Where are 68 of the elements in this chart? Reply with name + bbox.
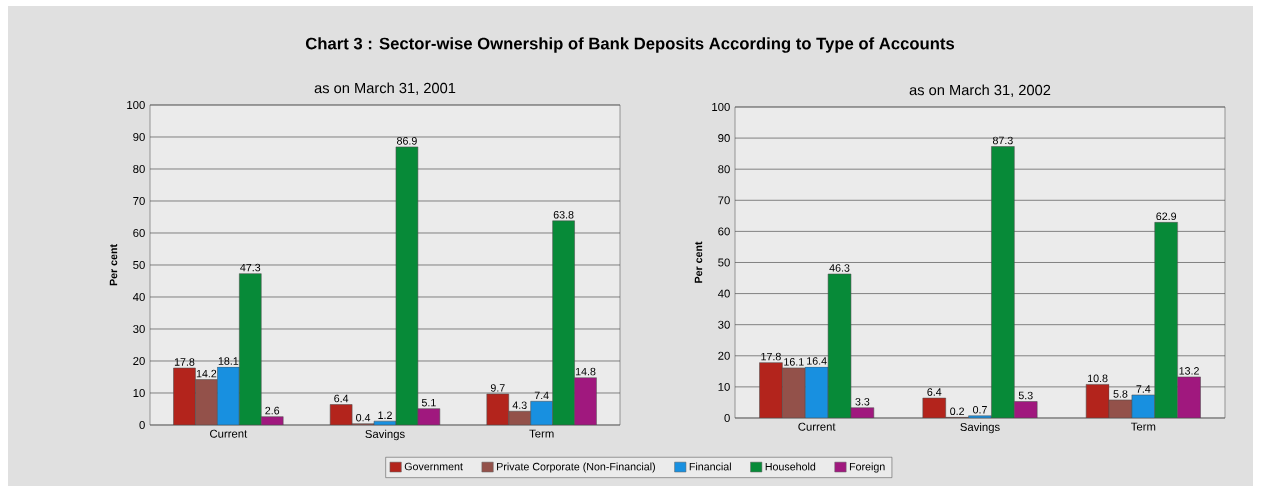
y-tick-label: 50: [718, 258, 730, 267]
data-label: 10.8: [1088, 374, 1108, 383]
x-tick-label: Current: [798, 422, 836, 431]
data-label: 5.3: [1018, 391, 1033, 400]
y-tick-label: 90: [133, 132, 145, 141]
data-label: 1.2: [378, 411, 392, 419]
data-label: 7.4: [534, 391, 549, 400]
y-tick-label: 60: [133, 228, 145, 237]
data-label: 9.7: [490, 384, 505, 392]
y-tick-label: 30: [133, 324, 145, 333]
x-tick-label: Savings: [365, 429, 405, 441]
data-label: 6.4: [927, 388, 942, 396]
legend-label: Household: [765, 462, 816, 471]
legend-label: Financial: [689, 462, 731, 471]
y-tick-label: 0: [724, 413, 730, 422]
data-label: 7.4: [1136, 385, 1151, 393]
data-label: 17.8: [174, 358, 195, 366]
data-label: 0.2: [950, 407, 965, 416]
data-label: 62.9: [1156, 212, 1177, 221]
data-label: 3.3: [855, 397, 870, 406]
y-tick-label: 70: [718, 196, 730, 205]
data-label: 47.3: [240, 263, 261, 272]
data-label: 16.1: [784, 358, 804, 366]
y-tick-label: 0: [139, 420, 145, 429]
data-label: 17.8: [761, 352, 781, 361]
y-tick-label: 80: [133, 164, 145, 173]
data-label: 4.3: [512, 401, 527, 409]
data-label: 5.1: [421, 398, 436, 407]
data-label: 46.3: [829, 264, 850, 272]
legend-label: Government: [404, 462, 463, 471]
data-label: 63.8: [553, 211, 574, 219]
data-label: 6.4: [334, 394, 349, 403]
y-tick-label: 40: [717, 289, 730, 298]
data-label: 16.4: [807, 357, 827, 365]
legend-label: Private Corporate (Non-Financial): [497, 462, 655, 473]
data-label: 0.7: [973, 405, 987, 414]
data-label: 13.2: [1179, 367, 1199, 375]
y-tick-label: 90: [718, 134, 730, 143]
y-tick-label: 100: [127, 100, 145, 109]
y-tick-label: 50: [133, 260, 145, 269]
x-tick-label: Term: [529, 429, 554, 438]
y-tick-label: 20: [718, 351, 730, 360]
y-tick-label: 100: [712, 102, 730, 111]
chart-subtitle: as on March 31, 2001: [314, 82, 456, 95]
y-axis-title: Per cent: [109, 244, 118, 286]
y-axis-title: Per cent: [694, 241, 703, 283]
legend-label: Foreign: [849, 462, 885, 473]
data-label: 0.4: [356, 413, 371, 422]
data-label: 2.6: [265, 406, 280, 415]
y-tick-label: 40: [132, 292, 145, 301]
y-tick-label: 10: [718, 382, 730, 391]
data-label: 14.2: [196, 369, 217, 378]
data-label: 87.3: [992, 136, 1013, 145]
y-tick-label: 10: [133, 388, 145, 397]
y-tick-label: 60: [718, 227, 730, 236]
data-label: 86.9: [397, 137, 417, 145]
chart-title: Chart 3 : Sector-wise Ownership of Bank Deposits According to Type of Accounts: [305, 37, 955, 53]
x-tick-label: Term: [1130, 422, 1156, 431]
data-label: 14.8: [575, 367, 596, 376]
y-tick-label: 70: [133, 196, 145, 205]
data-label: 18.1: [218, 357, 239, 365]
y-tick-label: 30: [718, 320, 730, 329]
x-tick-label: Current: [210, 429, 248, 438]
chart-subtitle: as on March 31, 2002: [909, 84, 1051, 97]
data-label: 5.8: [1113, 390, 1128, 398]
y-tick-label: 20: [133, 356, 145, 365]
x-tick-label: Savings: [960, 422, 1000, 434]
y-tick-label: 80: [718, 165, 730, 174]
